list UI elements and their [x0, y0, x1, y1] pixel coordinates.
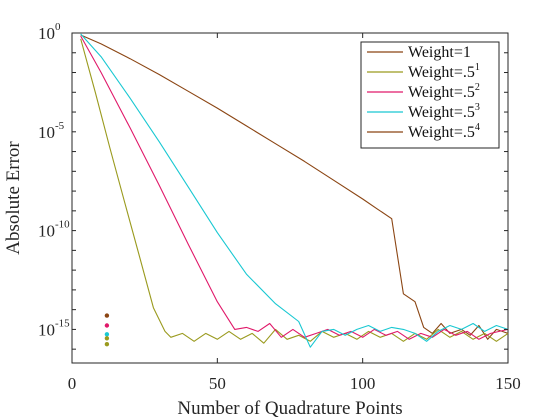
- legend-exponent-3: 2: [475, 82, 480, 93]
- y-tick-label: 10-10: [38, 219, 70, 241]
- legend-exponent-5: 4: [475, 122, 480, 133]
- legend-label-3: Weight=.52: [408, 82, 480, 101]
- marker-point-3: [104, 332, 110, 337]
- series-line-2: [80, 38, 509, 344]
- y-tick-label: 10-5: [38, 120, 65, 142]
- x-tick-label: 100: [350, 374, 376, 393]
- x-tick-label: 50: [209, 374, 226, 393]
- marker-point-1: [104, 313, 110, 318]
- y-axis-label: Absolute Error: [3, 141, 24, 255]
- x-tick-label: 150: [495, 374, 521, 393]
- y-tick-exponent: -10: [55, 219, 70, 231]
- legend-label-1: Weight=1: [408, 44, 471, 61]
- series-line-3: [80, 35, 509, 340]
- y-tick-exponent: -5: [55, 120, 65, 132]
- x-axis-label: Number of Quadrature Points: [177, 398, 402, 419]
- legend-exponent-2: 1: [475, 62, 480, 73]
- legend-label-2: Weight=.51: [408, 62, 480, 81]
- legend-label-4: Weight=.53: [408, 102, 480, 121]
- y-tick-exponent: -15: [55, 317, 70, 329]
- marker-point-2: [104, 323, 110, 328]
- y-tick-exponent: 0: [55, 21, 61, 33]
- marker-layer: [104, 313, 110, 347]
- legend-box: [360, 41, 500, 149]
- legend-exponent-4: 3: [475, 102, 480, 113]
- legend: Weight=1Weight=.51Weight=.52Weight=.53We…: [360, 41, 500, 149]
- series-line-4: [80, 33, 509, 348]
- y-tick-label: 10-15: [38, 317, 70, 339]
- legend-label-5: Weight=.54: [408, 122, 480, 141]
- marker-point-5: [104, 342, 110, 347]
- y-tick-label: 100: [38, 21, 61, 43]
- series-layer: [80, 33, 509, 348]
- x-axis-ticks: 0 50 100 150: [68, 33, 521, 393]
- series-line-1: [80, 34, 509, 340]
- marker-point-4: [104, 336, 110, 341]
- x-tick-label: 0: [68, 374, 77, 393]
